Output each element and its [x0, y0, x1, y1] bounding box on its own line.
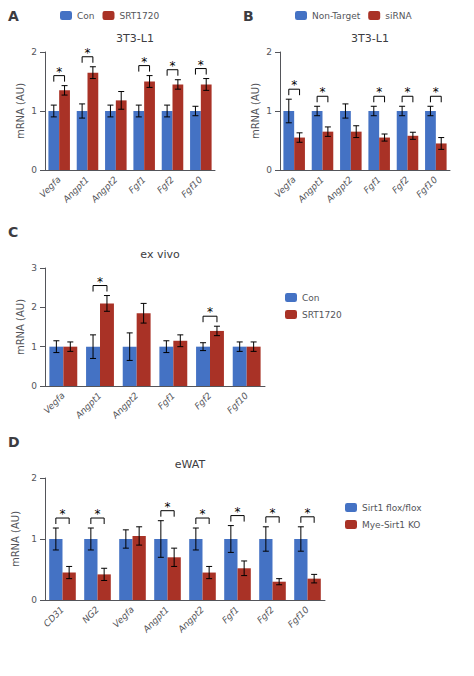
svg-text:1: 1: [266, 106, 272, 116]
svg-text:Mye-Sirt1 KO: Mye-Sirt1 KO: [362, 520, 420, 530]
svg-text:B: B: [243, 8, 254, 24]
svg-text:Fgf10: Fgf10: [414, 174, 439, 199]
svg-text:Fgf2: Fgf2: [390, 174, 411, 195]
svg-text:Angpt1: Angpt1: [295, 174, 326, 205]
svg-text:mRNA (AU): mRNA (AU): [10, 511, 21, 567]
svg-text:*: *: [200, 507, 206, 521]
svg-text:*: *: [85, 46, 91, 60]
svg-text:*: *: [207, 305, 213, 319]
svg-text:mRNA (AU): mRNA (AU): [250, 83, 261, 139]
svg-text:Angpt1: Angpt1: [73, 390, 104, 421]
svg-text:Vegfa: Vegfa: [111, 604, 136, 629]
svg-text:*: *: [56, 65, 62, 79]
svg-text:2: 2: [266, 47, 272, 57]
svg-text:*: *: [291, 78, 297, 92]
svg-text:Fgf2: Fgf2: [255, 604, 276, 625]
svg-text:*: *: [405, 85, 411, 99]
svg-text:2: 2: [31, 47, 37, 57]
svg-text:Fgf1: Fgf1: [127, 174, 148, 195]
svg-text:Vegfa: Vegfa: [273, 174, 298, 199]
svg-text:ex vivo: ex vivo: [140, 248, 180, 261]
svg-text:eWAT: eWAT: [175, 458, 206, 471]
svg-text:Fgf1: Fgf1: [362, 174, 383, 195]
svg-text:SRT1720: SRT1720: [302, 310, 342, 320]
svg-text:*: *: [235, 505, 241, 519]
svg-text:Con: Con: [77, 11, 95, 21]
svg-text:2: 2: [31, 473, 37, 483]
svg-text:Con: Con: [302, 293, 320, 303]
svg-text:0: 0: [266, 165, 272, 175]
svg-text:*: *: [95, 507, 101, 521]
svg-text:*: *: [97, 275, 103, 289]
svg-text:Vegfa: Vegfa: [42, 390, 67, 415]
svg-text:1: 1: [31, 342, 37, 352]
svg-text:mRNA (AU): mRNA (AU): [15, 299, 26, 355]
svg-text:0: 0: [31, 381, 37, 391]
svg-text:C: C: [8, 224, 18, 240]
svg-text:Angpt2: Angpt2: [324, 174, 355, 205]
svg-text:mRNA (AU): mRNA (AU): [15, 83, 26, 139]
svg-text:*: *: [305, 506, 311, 520]
svg-text:Fgf2: Fgf2: [155, 174, 176, 195]
svg-text:Angpt1: Angpt1: [60, 174, 91, 205]
svg-text:Angpt2: Angpt2: [175, 604, 206, 635]
svg-text:1: 1: [31, 534, 37, 544]
svg-text:*: *: [165, 500, 171, 514]
svg-text:Angpt2: Angpt2: [109, 390, 140, 421]
svg-text:3T3-L1: 3T3-L1: [116, 32, 154, 45]
svg-text:siRNA: siRNA: [385, 11, 412, 21]
svg-text:Vegfa: Vegfa: [38, 174, 63, 199]
svg-text:*: *: [320, 85, 326, 99]
svg-text:A: A: [8, 8, 19, 24]
svg-text:Fgf10: Fgf10: [225, 390, 250, 415]
svg-text:0: 0: [31, 595, 37, 605]
svg-text:0: 0: [31, 165, 37, 175]
svg-text:Non-Target: Non-Target: [312, 11, 361, 21]
svg-text:*: *: [60, 507, 66, 521]
svg-text:Fgf10: Fgf10: [179, 174, 204, 199]
svg-text:Angpt1: Angpt1: [140, 604, 171, 635]
svg-text:*: *: [198, 58, 204, 72]
svg-text:3: 3: [31, 263, 37, 273]
svg-text:Sirt1 flox/flox: Sirt1 flox/flox: [362, 503, 422, 513]
svg-text:3T3-L1: 3T3-L1: [351, 32, 389, 45]
svg-text:NG2: NG2: [80, 604, 101, 625]
svg-text:*: *: [270, 506, 276, 520]
svg-text:2: 2: [31, 302, 37, 312]
svg-text:1: 1: [31, 106, 37, 116]
svg-text:Fgf10: Fgf10: [286, 604, 311, 629]
svg-text:CD31: CD31: [42, 604, 66, 628]
svg-text:*: *: [376, 85, 382, 99]
svg-text:*: *: [433, 85, 439, 99]
svg-text:Angpt2: Angpt2: [89, 174, 120, 205]
svg-text:*: *: [141, 55, 147, 69]
svg-text:SRT1720: SRT1720: [119, 11, 159, 21]
svg-text:Fgf1: Fgf1: [220, 604, 241, 625]
svg-text:*: *: [170, 59, 176, 73]
svg-text:Fgf1: Fgf1: [156, 390, 177, 411]
svg-text:D: D: [8, 434, 20, 450]
svg-text:Fgf2: Fgf2: [192, 390, 213, 411]
